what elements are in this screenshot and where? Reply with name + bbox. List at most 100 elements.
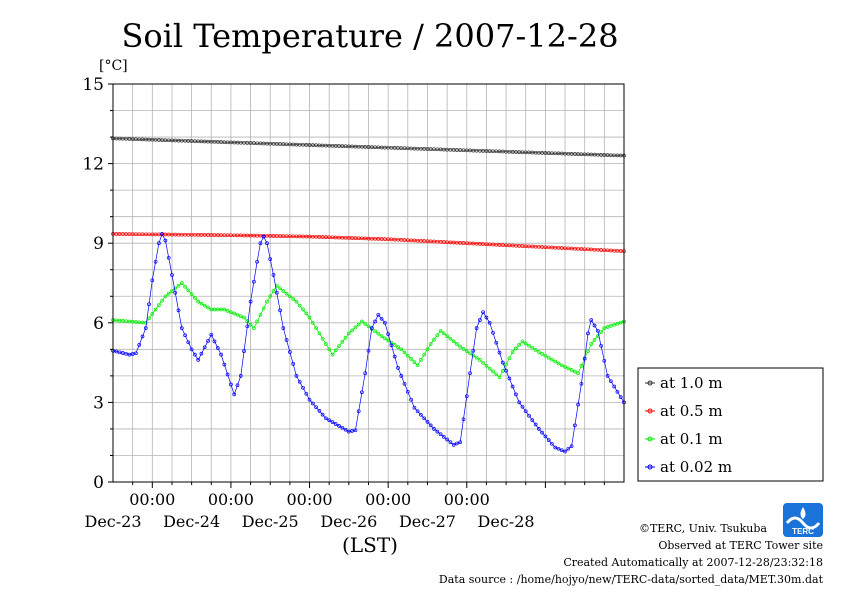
y-axis-ticks: 0 3 6 9 12 15 xyxy=(82,75,113,493)
data-point xyxy=(333,422,338,426)
data-point xyxy=(343,335,348,340)
legend-swatch-marker xyxy=(647,436,653,442)
data-point xyxy=(428,342,433,346)
y-tick-label: 12 xyxy=(82,155,104,175)
series-layer xyxy=(111,136,626,454)
data-point xyxy=(170,289,174,293)
data-point xyxy=(258,312,263,317)
legend-swatch-marker xyxy=(647,408,653,414)
data-point xyxy=(245,319,250,323)
data-point xyxy=(222,362,227,367)
data-point xyxy=(464,349,469,353)
data-point xyxy=(504,368,508,373)
data-point xyxy=(533,422,538,427)
data-point xyxy=(176,308,181,313)
logo-wave-icon xyxy=(785,516,821,530)
data-point xyxy=(468,351,472,356)
data-point xyxy=(546,438,551,442)
copyright-text: ©TERC, Univ. Tsukuba xyxy=(639,522,767,535)
data-point xyxy=(369,326,374,330)
data-point xyxy=(445,437,449,442)
data-point xyxy=(252,326,256,330)
data-point xyxy=(500,360,505,365)
data-point xyxy=(327,418,332,423)
data-point xyxy=(553,359,558,364)
data-point xyxy=(291,297,296,301)
data-point xyxy=(163,238,168,243)
data-point xyxy=(363,371,368,376)
data-point xyxy=(428,423,433,428)
x-date-label: Dec-23 xyxy=(84,512,141,531)
data-point xyxy=(150,312,155,316)
data-point xyxy=(304,391,309,396)
data-point xyxy=(310,401,315,406)
data-point xyxy=(464,394,469,399)
legend-label: at 1.0 m xyxy=(660,374,723,392)
data-point xyxy=(265,299,269,304)
data-point xyxy=(497,375,502,380)
data-point xyxy=(605,325,610,329)
data-point xyxy=(173,286,178,291)
data-point xyxy=(618,320,623,325)
data-point xyxy=(199,301,204,306)
data-point xyxy=(373,329,377,334)
data-point xyxy=(520,404,525,409)
data-point xyxy=(455,441,459,446)
data-point xyxy=(340,340,345,344)
data-point xyxy=(166,255,171,260)
data-point xyxy=(206,305,210,310)
data-point xyxy=(202,345,207,350)
data-point xyxy=(530,345,535,350)
data-point xyxy=(366,324,371,329)
data-point xyxy=(176,283,181,288)
legend-swatch-marker xyxy=(647,464,653,470)
data-point xyxy=(317,409,322,413)
data-point xyxy=(235,383,240,388)
data-point xyxy=(333,348,338,353)
data-point xyxy=(458,344,463,349)
data-point xyxy=(494,340,499,345)
data-point xyxy=(340,425,345,430)
data-point xyxy=(573,423,577,428)
data-point xyxy=(599,343,603,348)
data-point xyxy=(373,319,377,324)
data-point xyxy=(586,331,590,336)
data-point xyxy=(179,281,184,285)
data-point xyxy=(189,347,194,352)
data-point xyxy=(225,372,230,377)
data-point xyxy=(468,371,472,376)
data-point xyxy=(566,446,571,451)
data-point xyxy=(556,446,561,451)
data-point xyxy=(379,316,384,321)
data-point xyxy=(284,338,289,342)
data-point xyxy=(170,273,174,277)
data-point xyxy=(294,374,299,378)
data-point xyxy=(242,349,246,353)
data-point xyxy=(441,435,446,439)
data-point xyxy=(307,397,312,402)
data-point xyxy=(510,350,515,354)
data-point xyxy=(376,312,381,317)
data-point xyxy=(153,259,158,264)
x-date-label: Dec-25 xyxy=(242,512,299,531)
data-point xyxy=(435,333,440,338)
data-point xyxy=(337,344,341,348)
data-point xyxy=(297,379,302,384)
data-point xyxy=(202,303,207,308)
logo-text: TERC xyxy=(792,527,814,536)
data-point xyxy=(432,427,436,431)
data-point xyxy=(586,349,590,354)
data-point xyxy=(478,318,482,322)
data-point xyxy=(527,413,531,418)
logo-drop-icon xyxy=(800,507,806,519)
data-point xyxy=(491,369,495,374)
y-axis-unit-label: [°C] xyxy=(99,58,128,74)
data-point xyxy=(366,348,371,353)
chart-title: Soil Temperature / 2007-12-28 xyxy=(121,17,618,55)
data-point xyxy=(186,288,191,293)
data-point xyxy=(268,257,273,261)
data-point xyxy=(543,434,548,439)
data-point xyxy=(379,334,384,338)
data-point xyxy=(419,358,423,362)
data-point xyxy=(183,333,187,338)
